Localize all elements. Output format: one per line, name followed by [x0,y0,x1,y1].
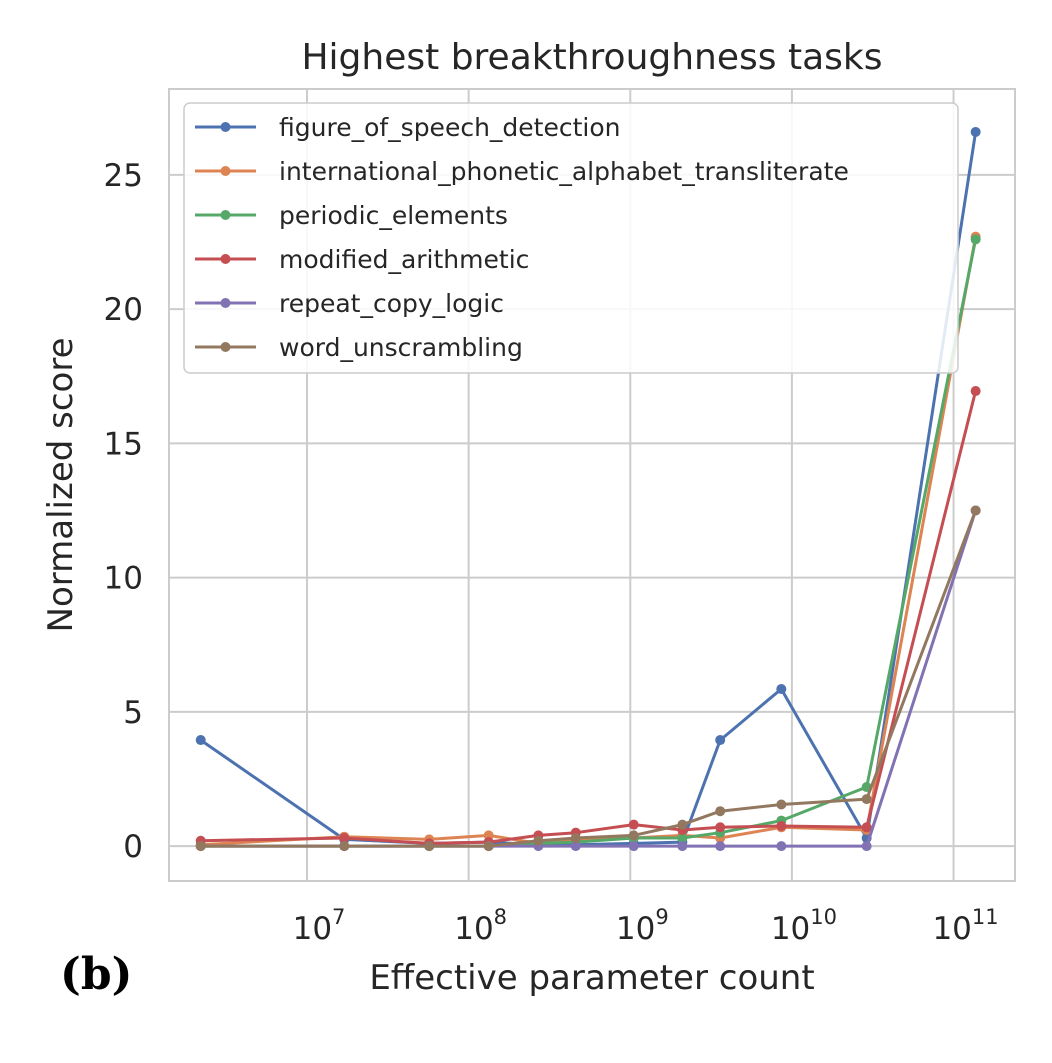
data-point [715,822,726,833]
y-axis-label: Normalized score [41,338,81,633]
data-point [424,841,435,852]
data-point [970,386,981,397]
y-tick-label: 20 [104,292,143,328]
data-point [483,841,494,852]
legend-label: modified_arithmetic [279,245,529,274]
y-tick-label: 0 [123,829,143,865]
data-point [715,806,726,817]
data-point [628,819,639,830]
legend-item: figure_of_speech_detection [195,113,620,142]
x-tick-label: 1011 [932,905,998,947]
data-point [715,735,726,746]
y-tick-label: 15 [104,426,143,462]
x-axis-label: Effective parameter count [369,958,814,998]
data-point [776,841,787,852]
data-point [628,830,639,841]
legend-swatch-marker [220,298,231,308]
series-line [200,390,978,845]
data-point [970,126,981,137]
legend: figure_of_speech_detection international_… [183,102,959,374]
data-point [776,820,787,831]
series-group [195,126,981,852]
plot-frame [168,88,1016,882]
x-tick-label: 108 [454,905,507,947]
y-tick-label: 25 [104,158,143,194]
legend-item: international_phonetic_alphabet_translit… [195,157,849,186]
data-point [628,841,639,852]
legend-swatch-marker [220,210,231,220]
legend-label: international_phonetic_alphabet_translit… [279,157,849,186]
x-tick-label: 1010 [771,905,837,947]
data-point [970,234,981,245]
legend-item: modified_arithmetic [195,245,529,274]
legend-label: figure_of_speech_detection [279,113,620,142]
data-point [677,833,688,844]
legend-label: repeat_copy_logic [279,289,504,318]
data-point [776,799,787,810]
legend-label: periodic_elements [279,201,508,230]
x-tick-label: 109 [616,905,669,947]
legend-swatch-marker [220,166,231,176]
legend-item: periodic_elements [195,201,508,230]
data-point [861,822,872,833]
panel-label: (b) [60,949,132,1000]
legend-swatch-marker [220,342,231,352]
legend-label: word_unscrambling [279,333,523,362]
data-point [776,684,787,695]
y-tick-label: 10 [104,561,143,597]
chart-title: Highest breakthroughness tasks [301,37,882,78]
legend-box [183,102,959,374]
data-point [339,841,350,852]
y-axis-ticks: 0 5 10 15 20 25 [104,158,143,865]
data-point [715,841,726,852]
data-point [195,735,206,746]
data-point [861,794,872,805]
legend-swatch-marker [220,122,231,132]
series-line [200,509,978,848]
series-word_unscrambling [195,505,981,852]
legend-item: word_unscrambling [195,333,523,362]
x-axis-ticks: 107 108 109 1010 1011 [293,905,999,947]
data-point [861,841,872,852]
data-point [677,819,688,830]
data-point [570,833,581,844]
data-point [677,841,688,852]
legend-item: repeat_copy_logic [195,289,504,318]
data-point [570,841,581,852]
legend-swatch-marker [220,254,231,264]
data-point [533,835,544,846]
y-tick-label: 5 [123,695,143,731]
x-tick-label: 107 [293,905,346,947]
data-point [195,841,206,852]
data-point [970,505,981,516]
data-point [339,833,350,844]
